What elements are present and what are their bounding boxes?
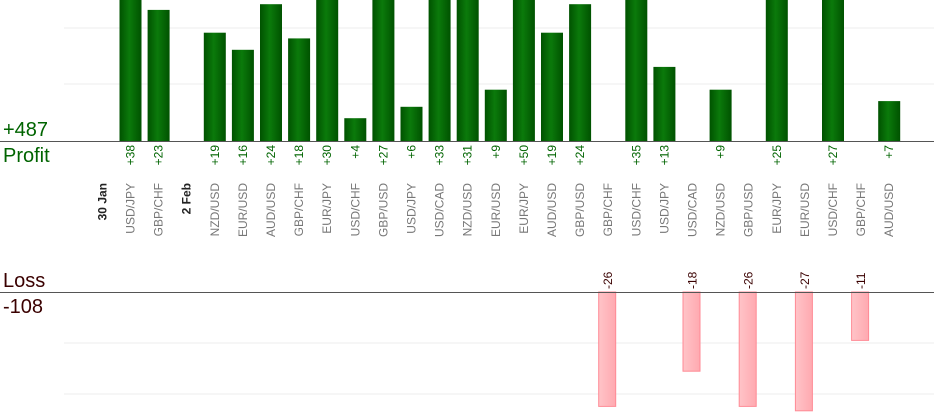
category-tick-label: EUR/JPY bbox=[770, 183, 784, 234]
bar-value-label: +35 bbox=[629, 145, 643, 166]
category-tick-label: AUD/USD bbox=[882, 183, 896, 237]
category-tick-label: AUD/USD bbox=[264, 183, 278, 237]
bars bbox=[119, 0, 901, 412]
profit-bar bbox=[288, 38, 311, 141]
loss-bar bbox=[682, 291, 701, 372]
profit-bar bbox=[484, 89, 507, 141]
bar-value-label: +24 bbox=[264, 145, 278, 166]
bar-value-label: +4 bbox=[348, 145, 362, 159]
bar-value-label: +33 bbox=[433, 145, 447, 166]
bar-value-label: -27 bbox=[798, 271, 812, 289]
axes bbox=[0, 141, 934, 293]
profit-bar bbox=[456, 0, 479, 141]
bar-value-label: +13 bbox=[657, 145, 671, 166]
bar-value-label: +6 bbox=[405, 145, 419, 159]
date-tick-label: 30 Jan bbox=[95, 183, 109, 220]
category-tick-label: NZD/USD bbox=[461, 183, 475, 237]
loss-label: Loss bbox=[3, 270, 46, 292]
category-tick-label: USD/CAD bbox=[686, 183, 700, 237]
profit-bar bbox=[119, 0, 142, 142]
bar-value-label: +31 bbox=[461, 145, 475, 166]
loss-bar bbox=[598, 291, 617, 407]
profit-label: Profit bbox=[3, 145, 50, 167]
category-tick-label: NZD/USD bbox=[714, 183, 728, 237]
category-tick-label: GBP/USD bbox=[573, 183, 587, 237]
bar-value-label: +9 bbox=[714, 145, 728, 159]
bar-value-label: +18 bbox=[292, 145, 306, 166]
category-tick-label: USD/JPY bbox=[405, 183, 419, 234]
date-tick-label: 2 Feb bbox=[180, 183, 194, 214]
bar-value-label: +27 bbox=[376, 145, 390, 166]
bar-value-label: +27 bbox=[826, 145, 840, 166]
profit-bar bbox=[878, 101, 901, 141]
profit-bar bbox=[653, 66, 676, 141]
profit-bar bbox=[372, 0, 395, 141]
bar-value-label: +19 bbox=[208, 145, 222, 166]
loss-bar bbox=[738, 291, 757, 407]
labels: +38 USD/JPY 30 Jan +23 GBP/CHF +19 NZD/USD 2 Fe… bbox=[95, 145, 896, 289]
bar-value-label: +9 bbox=[489, 145, 503, 159]
profit-bar bbox=[512, 0, 535, 141]
bar-value-label: +16 bbox=[236, 145, 250, 166]
bar-value-label: +23 bbox=[152, 145, 166, 166]
profit-bar bbox=[203, 32, 226, 142]
category-tick-label: EUR/JPY bbox=[517, 183, 531, 234]
profit-bar bbox=[231, 49, 254, 141]
category-tick-label: EUR/USD bbox=[489, 183, 503, 237]
bar-value-label: -26 bbox=[742, 271, 756, 289]
bar-value-label: +7 bbox=[882, 145, 896, 159]
category-tick-label: AUD/USD bbox=[545, 183, 559, 237]
category-tick-label: USD/CAD bbox=[433, 183, 447, 237]
profit-bar bbox=[147, 9, 170, 142]
category-tick-label: USD/JPY bbox=[657, 183, 671, 234]
category-tick-label: GBP/USD bbox=[376, 183, 390, 237]
profit-bar bbox=[765, 0, 788, 141]
category-tick-label: GBP/CHF bbox=[292, 183, 306, 236]
bar-value-label: +19 bbox=[545, 145, 559, 166]
profit-bar bbox=[709, 89, 732, 141]
loss-bar bbox=[851, 291, 870, 341]
category-tick-label: EUR/USD bbox=[236, 183, 250, 237]
category-tick-label: USD/CHF bbox=[348, 183, 362, 236]
category-tick-label: GBP/USD bbox=[742, 183, 756, 237]
bar-value-label: +38 bbox=[124, 145, 138, 166]
category-tick-label: NZD/USD bbox=[208, 183, 222, 237]
category-tick-label: EUR/USD bbox=[798, 183, 812, 237]
bar-value-label: -18 bbox=[686, 271, 700, 289]
loss-bar bbox=[794, 291, 813, 412]
bar-value-label: -26 bbox=[601, 271, 615, 289]
profit-bar bbox=[316, 0, 339, 141]
profit-bar bbox=[260, 4, 282, 142]
category-tick-label: EUR/JPY bbox=[320, 183, 334, 234]
bar-value-label: +24 bbox=[573, 145, 587, 166]
profit-bar bbox=[400, 106, 423, 141]
profit-bar bbox=[344, 118, 367, 141]
profit-bar bbox=[428, 0, 451, 142]
loss-total: -108 bbox=[3, 296, 44, 318]
profit-bar bbox=[569, 4, 592, 142]
bar-value-label: -11 bbox=[854, 272, 868, 289]
profit-bar bbox=[541, 32, 563, 142]
category-tick-label: GBP/CHF bbox=[601, 183, 615, 236]
profit-total: +487 bbox=[3, 119, 49, 141]
category-tick-label: USD/CHF bbox=[826, 183, 840, 236]
bar-value-label: +50 bbox=[517, 145, 531, 166]
profit-bar bbox=[625, 0, 648, 141]
category-tick-label: GBP/CHF bbox=[854, 183, 868, 236]
category-tick-label: USD/JPY bbox=[124, 183, 138, 234]
bar-value-label: +30 bbox=[320, 145, 334, 166]
bar-value-label: +25 bbox=[770, 145, 784, 166]
category-tick-label: GBP/CHF bbox=[152, 183, 166, 236]
profit-bar bbox=[822, 0, 844, 141]
category-tick-label: USD/CHF bbox=[629, 183, 643, 236]
